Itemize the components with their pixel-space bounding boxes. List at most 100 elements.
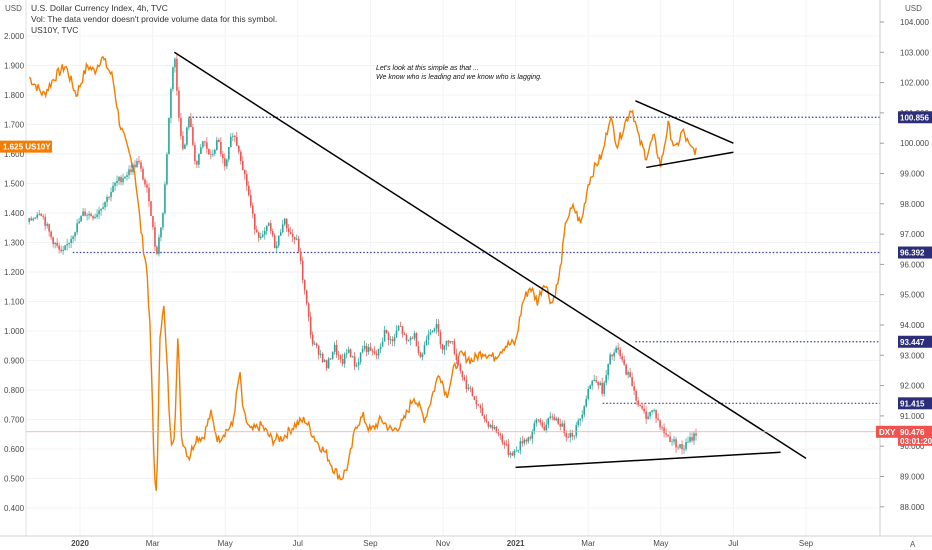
dxy-candle: [200, 143, 202, 155]
dxy-candle-body: [148, 187, 150, 202]
legend-us10y[interactable]: US10Y, TVC: [31, 25, 78, 35]
dxy-candle: [54, 241, 56, 249]
dxy-candle: [621, 352, 623, 363]
dxy-candle-body: [551, 416, 554, 418]
dxy-candle: [96, 209, 98, 219]
dxy-candle-body: [539, 420, 542, 423]
dxy-candle-body: [78, 221, 80, 224]
level-badge: [898, 111, 932, 124]
right-tick-label: 94.000: [900, 321, 925, 330]
time-axis-ticks[interactable]: 2020 Mar May Jul Sep Nov 2021 Mar May Jul Sep: [71, 539, 814, 548]
dxy-candle-body: [244, 170, 246, 175]
right-tick-label: 96.000: [900, 260, 925, 269]
dxy-candle: [553, 414, 556, 421]
dxy-candle: [613, 349, 615, 362]
dxy-candle: [585, 395, 588, 408]
dxy-candle: [499, 432, 502, 440]
dxy-candle-body: [172, 67, 174, 90]
level-badge: [898, 335, 932, 348]
dxy-candle-body: [657, 418, 659, 421]
dxy-candle-body: [124, 176, 126, 179]
dxy-candle: [625, 363, 627, 376]
dxy-candle-body: [72, 236, 74, 239]
dxy-candle-body: [627, 372, 629, 375]
dxy-candle: [76, 218, 78, 235]
dxy-candle: [641, 402, 643, 411]
dxy-candle-body: [132, 164, 134, 173]
dxy-candle: [397, 324, 400, 332]
dxy-candle-body: [198, 153, 200, 165]
dxy-candle: [56, 238, 58, 248]
dxy-candle: [361, 345, 364, 354]
dxy-candle: [365, 343, 368, 357]
dxy-candle: [62, 246, 64, 255]
dxy-candle: [100, 208, 102, 216]
dxy-candle-body: [341, 359, 344, 364]
legend-volume[interactable]: Vol: The data vendor doesn't provide vol…: [31, 14, 277, 24]
left-tick-label: 1.700: [4, 121, 25, 130]
dxy-candle-body: [631, 376, 633, 387]
dxy-candle-body: [583, 406, 586, 415]
dxy-candle-body: [493, 426, 496, 429]
left-axis-ticks[interactable]: 2.000 1.900 1.800 1.700 1.600 1.500 1.400 1.300…: [4, 32, 25, 513]
dxy-candle: [403, 331, 406, 336]
dxy-candle-body: [317, 345, 320, 355]
dxy-candle-body: [575, 425, 578, 436]
dxy-candle: [561, 420, 564, 427]
dxy-candle-body: [305, 290, 308, 304]
dxy-candle-body: [28, 218, 30, 222]
left-currency-label[interactable]: USD: [5, 4, 22, 13]
dxy-candle: [271, 228, 274, 238]
dxy-candle: [355, 362, 358, 368]
dxy-candle-body: [437, 324, 440, 333]
left-tick-label: 1.100: [4, 298, 25, 307]
dxy-candle: [545, 419, 548, 433]
auto-scale-box[interactable]: [902, 538, 926, 549]
dxy-candle: [505, 439, 508, 447]
dxy-candle-body: [226, 159, 228, 167]
dxy-series: [28, 53, 697, 459]
dxy-candle-body: [359, 352, 362, 362]
dxy-candle-body: [251, 205, 254, 214]
dxy-candle: [90, 212, 92, 217]
dxy-candle-body: [289, 232, 292, 234]
dxy-candle-body: [44, 216, 46, 226]
dxy-candle-body: [202, 141, 204, 148]
dxy-candle: [224, 153, 226, 171]
dxy-candle: [367, 343, 370, 355]
dxy-candle-body: [489, 425, 492, 427]
dxy-candle: [134, 160, 136, 169]
dxy-candle: [341, 353, 344, 367]
dxy-candle-body: [389, 339, 392, 341]
auto-scale-button[interactable]: A: [910, 540, 916, 549]
dxy-candle-body: [353, 356, 356, 367]
dxy-candle-body: [407, 340, 410, 342]
dxy-candle-body: [625, 364, 627, 375]
left-tick-label: 0.700: [4, 416, 25, 425]
dxy-candle-body: [245, 174, 248, 186]
dxy-candle-body: [178, 90, 180, 118]
dxy-candle: [695, 428, 697, 441]
legend-dxy[interactable]: U.S. Dollar Currency Index, 4h, TVC: [31, 3, 168, 13]
dxy-candle-body: [337, 354, 340, 356]
dxy-candle: [110, 187, 112, 202]
dxy-candle-body: [565, 433, 568, 438]
dxy-candle: [154, 222, 156, 251]
trendline-0: [173, 51, 807, 459]
dxy-candle-body: [531, 431, 534, 439]
dxy-candle-body: [279, 232, 282, 236]
dxy-candle: [192, 124, 194, 147]
dxy-candle: [587, 386, 589, 401]
dxy-candle-body: [655, 409, 657, 419]
dxy-candle: [174, 57, 176, 73]
right-currency-label[interactable]: USD: [905, 4, 922, 13]
dxy-candle-body: [543, 426, 546, 431]
dxy-candle-body: [391, 339, 394, 342]
dxy-candle-body: [529, 437, 532, 439]
dxy-candle-body: [88, 213, 90, 216]
dxy-candle: [289, 226, 292, 235]
dxy-candle: [687, 436, 689, 443]
dxy-candle-body: [158, 237, 160, 254]
dxy-candle: [633, 381, 635, 395]
